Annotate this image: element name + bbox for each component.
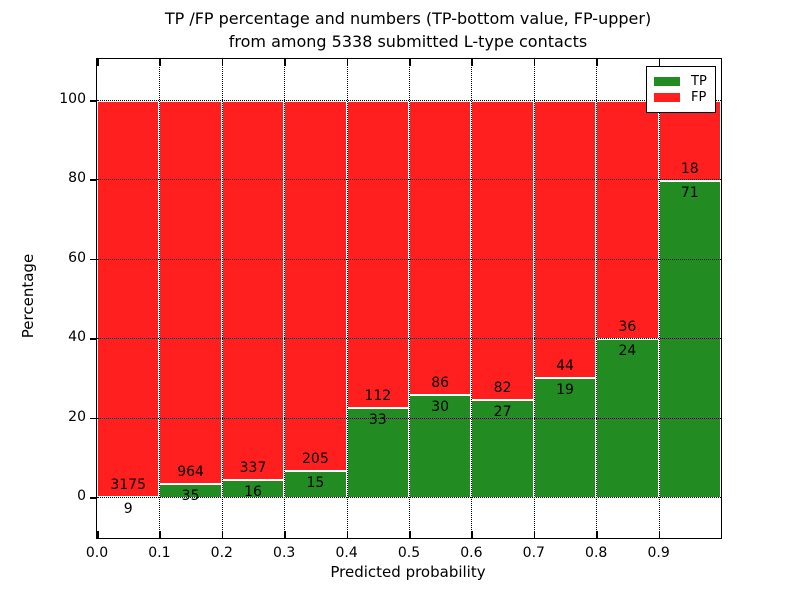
x-tick-label: 0.9 (647, 545, 670, 561)
tp-count-label: 24 (618, 343, 637, 360)
x-tick-label: 0.0 (85, 545, 109, 561)
y-tick-label: 60 (68, 249, 86, 266)
tp-count-label: 30 (431, 399, 450, 416)
y-tick-label: 100 (59, 91, 86, 107)
x-tick-mark-bottom (596, 531, 598, 538)
bar-fp-segment (221, 101, 285, 481)
bar-fp-segment (409, 101, 472, 396)
gridline-vertical (284, 59, 286, 538)
legend-entry-fp: FP (654, 91, 707, 104)
gridline-vertical (159, 59, 161, 538)
y-tick-label: 80 (68, 170, 86, 187)
tp-count-label: 15 (306, 474, 325, 491)
x-tick-mark-bottom (346, 531, 349, 538)
gridline-vertical (658, 59, 660, 538)
tp-count-label: 71 (680, 185, 699, 202)
x-tick-label: 0.8 (585, 545, 608, 561)
fp-count-label: 36 (618, 319, 637, 336)
fp-count-label: 205 (302, 450, 329, 467)
y-tick-mark (90, 417, 96, 420)
x-tick-mark-bottom (159, 531, 161, 538)
x-tick-label: 0.2 (210, 545, 233, 561)
tp-count-label: 35 (181, 488, 200, 505)
y-tick-label: 0 (77, 488, 86, 504)
x-tick-mark-bottom (409, 531, 411, 538)
x-tick-mark-top (97, 59, 99, 66)
y-tick-mark (90, 100, 96, 102)
gridline-vertical (471, 59, 473, 538)
x-tick-mark-bottom (221, 531, 224, 538)
x-tick-mark-bottom (471, 531, 473, 538)
x-tick-mark-bottom (658, 531, 661, 538)
x-tick-mark-top (658, 59, 661, 66)
x-tick-mark-top (221, 59, 224, 66)
y-tick-mark (90, 497, 96, 499)
fp-count-label: 337 (239, 460, 267, 477)
x-tick-mark-top (346, 59, 349, 66)
fp-count-label: 86 (431, 375, 450, 392)
tp-count-label: 33 (368, 411, 387, 428)
gridline-vertical (409, 59, 410, 538)
tp-count-label: 27 (493, 403, 512, 420)
x-tick-label: 0.1 (148, 545, 171, 561)
bar-fp-segment (658, 101, 721, 182)
bar-fp-segment (97, 101, 160, 497)
tp-count-label: 9 (123, 500, 133, 517)
bar-fp-segment (159, 101, 222, 485)
bar-fp-segment (533, 101, 597, 379)
tp-count-label: 19 (556, 382, 574, 399)
tp-color-swatch (654, 77, 680, 86)
chart-title: TP /FP percentage and numbers (TP-bottom… (16, 7, 800, 53)
legend-label-fp: FP (691, 90, 707, 105)
y-axis-label: Percentage (19, 253, 37, 339)
y-tick-mark (90, 179, 96, 181)
bar-fp-segment (471, 101, 534, 400)
x-tick-label: 0.3 (273, 545, 296, 561)
tp-count-label: 16 (244, 484, 262, 500)
gridline-vertical (221, 59, 223, 538)
bar-tp-segment (409, 395, 472, 498)
x-tick-mark-top (284, 59, 286, 66)
y-tick-mark (90, 258, 96, 261)
x-tick-label: 0.5 (397, 545, 421, 561)
x-tick-mark-top (409, 59, 411, 66)
bar-fp-segment (284, 101, 347, 471)
fp-count-label: 3175 (110, 476, 147, 493)
x-axis-label: Predicted probability (330, 563, 486, 581)
x-tick-mark-top (471, 59, 473, 66)
y-tick-label: 40 (68, 329, 86, 346)
plot-area: 3175 9 964 35 337 16 205 15 112 33 86 30 82 27 44 19 36 2… (96, 58, 722, 539)
gridline-vertical (533, 59, 535, 538)
x-tick-mark-bottom (533, 531, 536, 538)
x-tick-mark-top (533, 59, 536, 66)
fp-color-swatch (654, 93, 680, 102)
chart-title-line2: from among 5338 submitted L-type contact… (228, 32, 588, 51)
fp-count-label: 82 (493, 379, 512, 396)
x-tick-label: 0.7 (522, 545, 545, 561)
gridline-vertical (596, 59, 598, 538)
fp-count-label: 964 (177, 464, 204, 481)
bar-fp-segment (346, 101, 409, 408)
x-tick-mark-top (159, 59, 161, 66)
bar-fp-segment (596, 101, 659, 340)
fp-count-label: 18 (680, 161, 699, 178)
x-tick-label: 0.4 (335, 545, 358, 561)
gridline-vertical (346, 59, 348, 538)
x-tick-label: 0.6 (460, 545, 483, 561)
chart-title-line1: TP /FP percentage and numbers (TP-bottom… (164, 9, 652, 28)
legend-entry-tp: TP (654, 75, 707, 88)
bar-tp-segment (658, 181, 721, 498)
y-tick-label: 20 (68, 408, 86, 425)
y-tick-mark (90, 338, 96, 340)
x-tick-mark-bottom (97, 531, 99, 538)
legend-label-tp: TP (691, 74, 707, 89)
x-tick-mark-top (596, 59, 598, 66)
fp-count-label: 112 (364, 387, 392, 404)
x-tick-mark-bottom (284, 531, 286, 538)
legend-box: TP FP (646, 66, 716, 113)
fp-count-label: 44 (556, 358, 574, 375)
